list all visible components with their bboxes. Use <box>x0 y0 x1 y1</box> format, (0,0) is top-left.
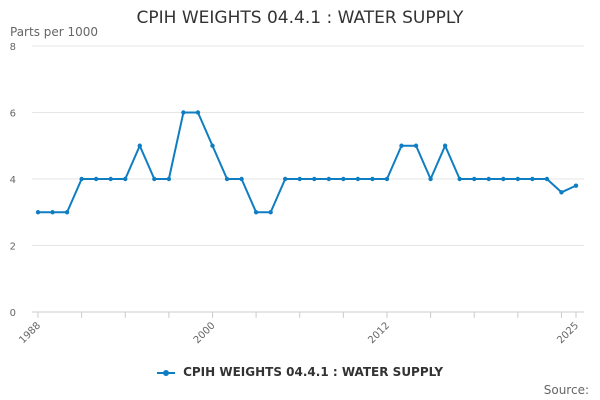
data-point <box>341 176 346 182</box>
data-point <box>442 143 448 148</box>
data-point <box>93 176 99 182</box>
data-point <box>50 210 55 215</box>
data-point <box>152 176 157 182</box>
data-point <box>326 176 332 182</box>
data-point <box>530 176 535 182</box>
data-point <box>559 190 564 195</box>
x-tick-label: 2000 <box>192 320 218 346</box>
data-point <box>123 176 128 182</box>
y-tick-label: 6 <box>10 109 16 120</box>
data-point <box>573 183 579 188</box>
data-point <box>64 210 70 215</box>
data-point <box>413 143 419 148</box>
data-point <box>181 110 186 115</box>
legend-line-marker-icon <box>156 368 175 378</box>
data-point <box>108 176 113 182</box>
data-point <box>195 110 201 115</box>
y-tick-label: 4 <box>10 175 16 186</box>
data-point <box>472 176 477 182</box>
data-point <box>384 176 390 182</box>
x-tick-label: 2012 <box>366 320 392 346</box>
data-point <box>370 176 375 182</box>
data-point <box>544 176 550 182</box>
y-axis-label: Parts per 1000 <box>10 25 99 39</box>
data-point <box>515 176 521 182</box>
data-point <box>35 210 41 215</box>
chart-title: CPIH WEIGHTS 04.4.1 : WATER SUPPLY <box>136 8 464 28</box>
data-point <box>210 143 215 148</box>
y-tick-label: 0 <box>10 308 16 319</box>
source-label: Source: <box>543 383 589 397</box>
data-point <box>282 176 288 182</box>
data-point <box>79 176 84 182</box>
data-point <box>312 176 317 182</box>
data-point <box>486 176 491 182</box>
data-point <box>224 176 230 182</box>
data-point <box>457 176 462 182</box>
data-point <box>501 176 506 182</box>
legend-item-label: CPIH WEIGHTS 04.4.1 : WATER SUPPLY <box>183 365 444 379</box>
data-point <box>166 176 172 182</box>
series-line <box>38 111 577 214</box>
legend[interactable]: CPIH WEIGHTS 04.4.1 : WATER SUPPLY <box>0 365 600 379</box>
data-point <box>297 176 302 182</box>
data-point <box>137 143 142 148</box>
data-point <box>253 210 259 215</box>
x-tick-label: 2025 <box>555 320 581 346</box>
data-point <box>239 176 244 182</box>
data-point <box>268 210 273 215</box>
y-tick-label: 8 <box>10 42 16 53</box>
x-tick-label: 1988 <box>17 320 43 346</box>
data-point <box>428 176 433 182</box>
data-point <box>355 176 361 182</box>
y-tick-label: 2 <box>10 242 16 253</box>
data-point <box>399 143 404 148</box>
